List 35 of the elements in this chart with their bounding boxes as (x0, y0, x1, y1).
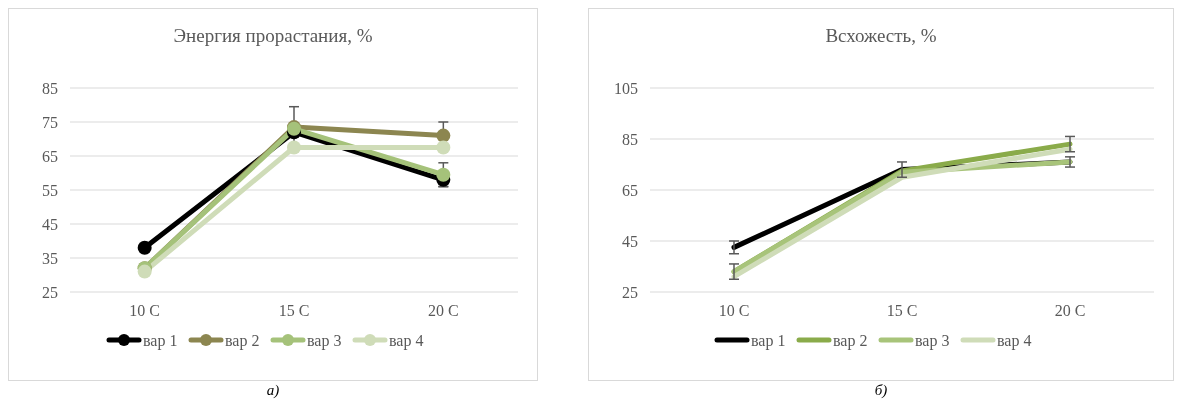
legend-label: вар 1 (143, 331, 178, 350)
point (436, 128, 451, 143)
x-tick-label: 15 C (886, 302, 918, 319)
legend-label: вар 4 (997, 331, 1032, 350)
legend-label: вар 4 (389, 331, 424, 350)
y-tick-label: 25 (622, 283, 638, 301)
x-tick-label: 15 C (278, 302, 310, 319)
chart-title: Энергия прорастания, % (173, 25, 373, 46)
x-tick-label: 10 C (718, 302, 750, 319)
x-tick-label: 10 C (129, 302, 160, 319)
x-tick-label: 20 C (1054, 302, 1086, 319)
legend-label: вар 3 (915, 331, 950, 350)
text: б) (874, 382, 888, 399)
y-tick-label: 45 (42, 215, 58, 233)
chart-title: Всхожесть, % (825, 25, 937, 46)
legend-label: вар 3 (307, 331, 342, 350)
point (436, 167, 451, 182)
y-tick-label: 55 (42, 181, 58, 199)
legend-label: вар 2 (225, 331, 260, 350)
x-tick-label: 20 C (428, 302, 459, 319)
text: а) (266, 382, 280, 399)
y-tick-label: 65 (42, 147, 58, 165)
y-tick-label: 85 (622, 130, 638, 148)
y-tick-label: 85 (42, 79, 58, 97)
y-tick-label: 45 (622, 232, 638, 250)
point (137, 240, 152, 255)
y-tick-label: 105 (614, 79, 638, 97)
y-tick-label: 75 (42, 113, 58, 131)
legend-label: вар 1 (751, 331, 786, 350)
y-tick-label: 25 (42, 283, 58, 301)
legend-label: вар 2 (833, 331, 868, 350)
y-tick-label: 65 (622, 181, 638, 199)
y-tick-label: 35 (42, 249, 58, 267)
point (436, 140, 451, 155)
point (287, 140, 301, 155)
